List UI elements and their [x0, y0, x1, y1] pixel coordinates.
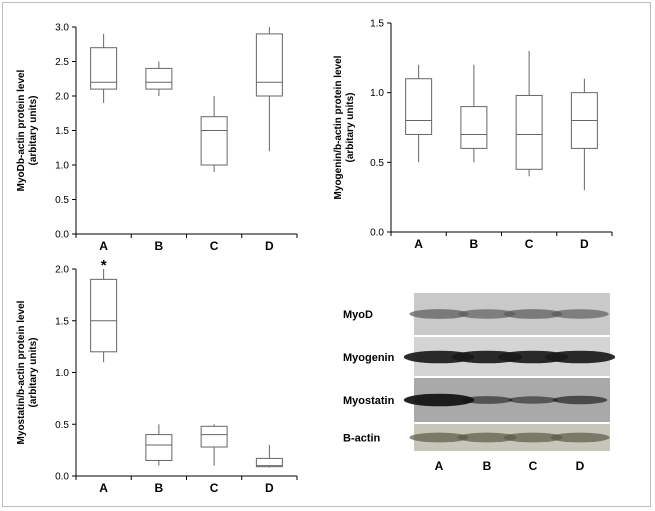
y-tick-label: 0.0	[55, 472, 69, 483]
blot-row-label: MyoD	[343, 309, 373, 321]
blot-lane-label: B	[483, 459, 492, 473]
box-iqr	[460, 106, 488, 149]
axes: 0.0 0.5 1.0 1.5 2.0 2.5 3.0 A B C D MyoDb-actin pro…	[16, 23, 298, 253]
blot-band	[552, 395, 608, 405]
box-iqr	[405, 78, 433, 135]
blot-row-myostatin: Myostatin	[343, 378, 610, 422]
y-tick-label: 3.0	[55, 23, 69, 34]
y-tick-label: 1.5	[55, 126, 69, 137]
blot-band	[503, 432, 563, 443]
y-tick-label: 0.0	[370, 228, 384, 239]
western-blot-panel: MyoD Myogenin Myostatin B-actin A B C D	[343, 293, 616, 473]
box-A	[90, 269, 118, 363]
blot-band	[503, 309, 563, 319]
blot-band	[457, 432, 517, 443]
box-D	[255, 444, 283, 468]
x-tick-label: A	[99, 481, 108, 495]
blot-band	[409, 432, 469, 443]
y-tick-label: 1.0	[370, 88, 384, 99]
box-iqr	[90, 278, 118, 353]
blot-band	[508, 396, 558, 404]
y-tick-label: 0.5	[55, 420, 69, 431]
chart-myostatin: 0.0 0.5 1.0 1.5 2.0 A B C D Myostatin/b-actin pro…	[16, 257, 298, 495]
x-tick-label: C	[525, 237, 534, 251]
y-tick-label: 2.5	[55, 57, 69, 68]
blot-row-myogenin: Myogenin	[343, 337, 616, 377]
y-tick-label: 0.5	[55, 195, 69, 206]
box-D	[570, 78, 598, 191]
y-axis-label: MyoDb-actin protein level(arbitary units…	[16, 69, 39, 191]
x-tick-label: A	[99, 239, 108, 253]
y-tick-label: 2.0	[55, 92, 69, 103]
y-axis-label: Myogenin/b-actin protein level(arbitary …	[333, 55, 356, 199]
box-iqr	[255, 457, 283, 468]
axes: 0.0 0.5 1.0 1.5 2.0 A B C D Myostatin/b-actin pro…	[16, 265, 298, 495]
box-C	[200, 96, 228, 172]
box-iqr	[145, 67, 173, 90]
box-D	[255, 27, 283, 152]
blot-band	[551, 309, 609, 319]
blot-row-label: Myogenin	[343, 352, 395, 364]
y-tick-label: 1.5	[370, 19, 384, 30]
blot-band	[458, 309, 516, 319]
y-tick-label: 1.0	[55, 368, 69, 379]
blot-row-b-actin: B-actin	[343, 424, 610, 451]
y-tick-label: 2.0	[55, 265, 69, 276]
blot-band	[409, 309, 469, 319]
blot-lane-label: D	[576, 459, 585, 473]
box-iqr	[200, 425, 228, 448]
chart-myogenin: 0.0 0.5 1.0 1.5 A B C D Myogenin/b-actin protein…	[333, 19, 613, 251]
box-C	[515, 50, 543, 177]
box-B	[145, 61, 173, 96]
y-axis-label: Myostatin/b-actin protein level(arbitary…	[16, 300, 39, 444]
y-tick-label: 0.5	[370, 158, 384, 169]
significance-asterisk: *	[101, 257, 107, 274]
x-tick-label: A	[414, 237, 423, 251]
blot-row-label: B-actin	[343, 433, 381, 445]
x-tick-label: C	[210, 239, 219, 253]
box-A	[90, 33, 118, 103]
blot-row-myod: MyoD	[343, 293, 610, 335]
box-A	[405, 64, 433, 163]
box-C	[200, 424, 228, 466]
x-tick-label: B	[155, 481, 164, 495]
blot-row-label: Myostatin	[343, 395, 395, 407]
y-tick-label: 0.0	[55, 230, 69, 241]
x-tick-label: B	[470, 237, 479, 251]
box-B	[460, 64, 488, 163]
figure-frame	[2, 2, 651, 507]
box-iqr	[90, 47, 118, 90]
x-tick-label: B	[155, 239, 164, 253]
box-iqr	[515, 94, 543, 170]
blot-band	[461, 396, 513, 404]
x-tick-label: C	[210, 481, 219, 495]
box-iqr	[200, 116, 228, 166]
y-tick-label: 1.5	[55, 316, 69, 327]
box-B	[145, 424, 173, 466]
box-iqr	[255, 33, 283, 97]
blot-band	[403, 393, 475, 407]
blot-lane-label: A	[435, 459, 444, 473]
x-tick-label: D	[265, 239, 274, 253]
blot-band	[544, 350, 616, 364]
x-tick-label: D	[580, 237, 589, 251]
box-iqr	[145, 434, 173, 461]
y-tick-label: 1.0	[55, 161, 69, 172]
blot-band	[550, 432, 610, 443]
x-tick-label: D	[265, 481, 274, 495]
blot-lane-label: C	[529, 459, 538, 473]
axes: 0.0 0.5 1.0 1.5 A B C D Myogenin/b-actin protein…	[333, 19, 613, 251]
chart-myod: 0.0 0.5 1.0 1.5 2.0 2.5 3.0 A B C D MyoDb-actin pro…	[16, 23, 298, 253]
